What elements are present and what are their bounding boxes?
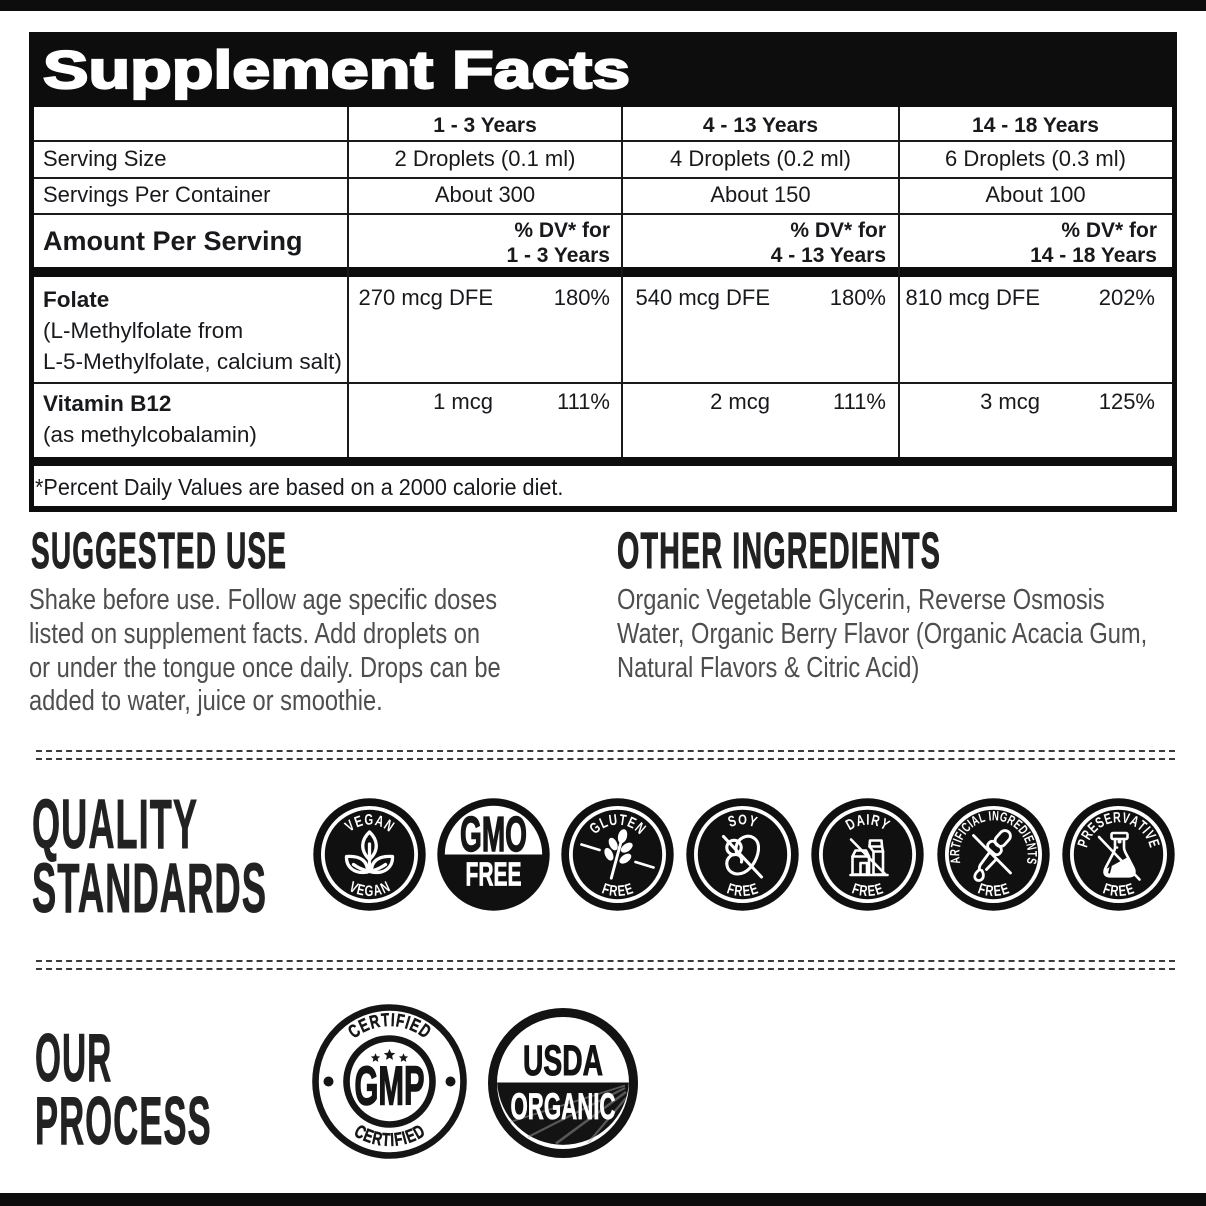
svg-text:U: U bbox=[607, 811, 617, 829]
svg-text:I: I bbox=[965, 818, 975, 831]
svg-text:E: E bbox=[1117, 882, 1126, 900]
svg-text:E: E bbox=[742, 882, 751, 900]
svg-text:F: F bbox=[394, 1010, 406, 1032]
svg-text:E: E bbox=[992, 882, 1001, 900]
svg-text:T: T bbox=[1024, 851, 1038, 857]
svg-text:USDA: USDA bbox=[523, 1038, 603, 1085]
svg-text:O: O bbox=[738, 811, 747, 828]
svg-text:N: N bbox=[1022, 842, 1037, 852]
svg-text:G: G bbox=[364, 811, 373, 828]
svg-text:F: F bbox=[976, 880, 988, 898]
svg-text:T: T bbox=[618, 811, 628, 829]
svg-text:R: R bbox=[1112, 808, 1121, 826]
svg-text:I: I bbox=[402, 1012, 412, 1033]
svg-text:I: I bbox=[389, 1129, 394, 1150]
svg-text:R: R bbox=[733, 882, 743, 900]
svg-text:I: I bbox=[400, 1127, 409, 1148]
svg-text:FREE: FREE bbox=[465, 856, 521, 893]
svg-text:F: F bbox=[850, 880, 862, 898]
svg-text:I: I bbox=[956, 827, 969, 837]
svg-text:I: I bbox=[390, 1009, 395, 1030]
svg-text:I: I bbox=[987, 810, 991, 824]
svg-text:E: E bbox=[616, 882, 625, 900]
svg-text:F: F bbox=[392, 1128, 403, 1150]
svg-text:E: E bbox=[867, 882, 876, 900]
svg-text:V: V bbox=[1120, 809, 1131, 827]
svg-text:F: F bbox=[1101, 880, 1113, 898]
svg-text:R: R bbox=[948, 848, 962, 856]
svg-text:T: T bbox=[381, 1129, 390, 1150]
svg-text:S: S bbox=[1023, 857, 1038, 866]
svg-text:I: I bbox=[866, 811, 869, 828]
svg-text:R: R bbox=[858, 882, 868, 900]
svg-text:T: T bbox=[380, 1009, 390, 1030]
svg-text:R: R bbox=[608, 882, 618, 900]
svg-text:L: L bbox=[977, 811, 987, 826]
svg-text:T: T bbox=[949, 841, 964, 850]
svg-text:ORGANIC: ORGANIC bbox=[510, 1085, 615, 1127]
svg-text:A: A bbox=[372, 881, 384, 899]
svg-text:G: G bbox=[364, 882, 373, 899]
svg-text:R: R bbox=[984, 882, 994, 900]
svg-text:I: I bbox=[1019, 830, 1032, 839]
svg-text:A: A bbox=[855, 811, 867, 829]
svg-text:F: F bbox=[952, 831, 967, 843]
svg-text:E: E bbox=[355, 881, 366, 899]
svg-text:F: F bbox=[725, 880, 737, 898]
svg-text:R: R bbox=[1109, 882, 1119, 900]
svg-text:A: A bbox=[948, 856, 963, 865]
svg-text:I: I bbox=[951, 837, 965, 844]
svg-text:G: G bbox=[998, 810, 1009, 825]
svg-text:F: F bbox=[600, 880, 612, 898]
svg-text:GMO: GMO bbox=[460, 808, 527, 862]
svg-text:N: N bbox=[991, 810, 998, 824]
svg-text:GMP: GMP bbox=[354, 1054, 424, 1116]
svg-text:E: E bbox=[1020, 834, 1035, 845]
